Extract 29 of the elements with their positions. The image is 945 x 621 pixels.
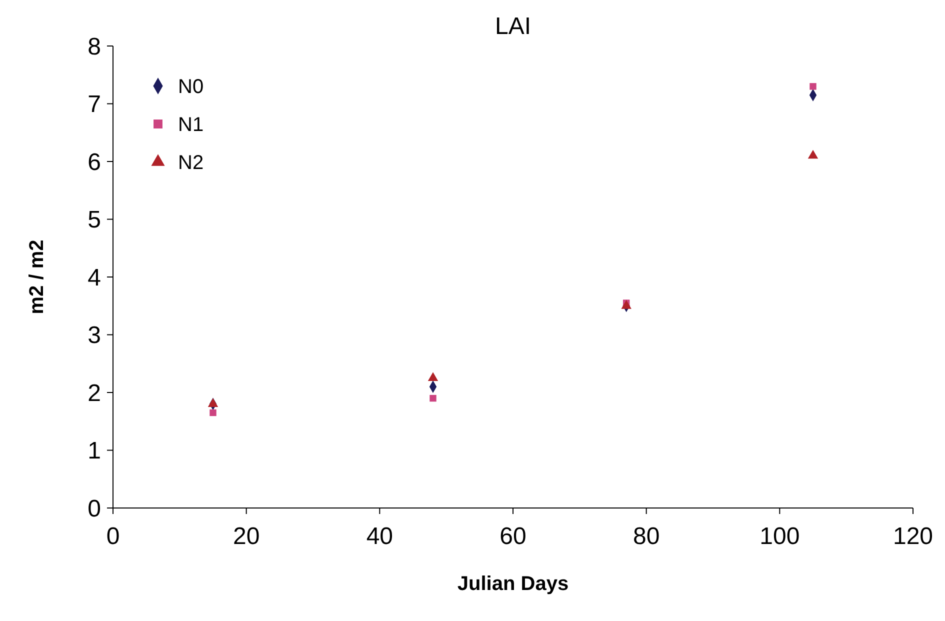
y-tick-label: 1 — [88, 438, 101, 465]
x-tick-label: 40 — [366, 523, 394, 550]
x-tick-label: 0 — [106, 523, 120, 550]
y-tick-label: 5 — [88, 206, 101, 234]
x-tick-label: 120 — [892, 523, 934, 550]
y-tick-label: 2 — [88, 380, 101, 407]
x-tick-label: 20 — [232, 523, 260, 550]
y-tick-label: 7 — [88, 91, 101, 118]
x-axis-title: Julian Days — [457, 573, 569, 595]
point — [808, 150, 818, 159]
chart-title: LAI — [494, 13, 532, 40]
point — [210, 409, 216, 416]
point — [208, 398, 218, 407]
x-tick-label: 100 — [760, 523, 800, 550]
y-tick-label: 3 — [88, 322, 101, 350]
x-tick-label: 60 — [500, 523, 526, 550]
y-tick-label: 4 — [88, 264, 101, 292]
x-tick-label: 80 — [632, 523, 660, 550]
y-axis-title: m2 / m2 — [26, 240, 48, 314]
legend-label: N2 — [178, 152, 204, 174]
point — [430, 394, 436, 402]
y-tick-label: 6 — [88, 148, 101, 176]
point — [810, 83, 816, 90]
point — [428, 372, 438, 382]
point — [621, 300, 632, 309]
legend-label: N0 — [178, 76, 204, 98]
legend-label: N1 — [178, 114, 204, 136]
y-tick-label: 0 — [88, 495, 101, 522]
y-tick-label: 8 — [88, 33, 101, 60]
